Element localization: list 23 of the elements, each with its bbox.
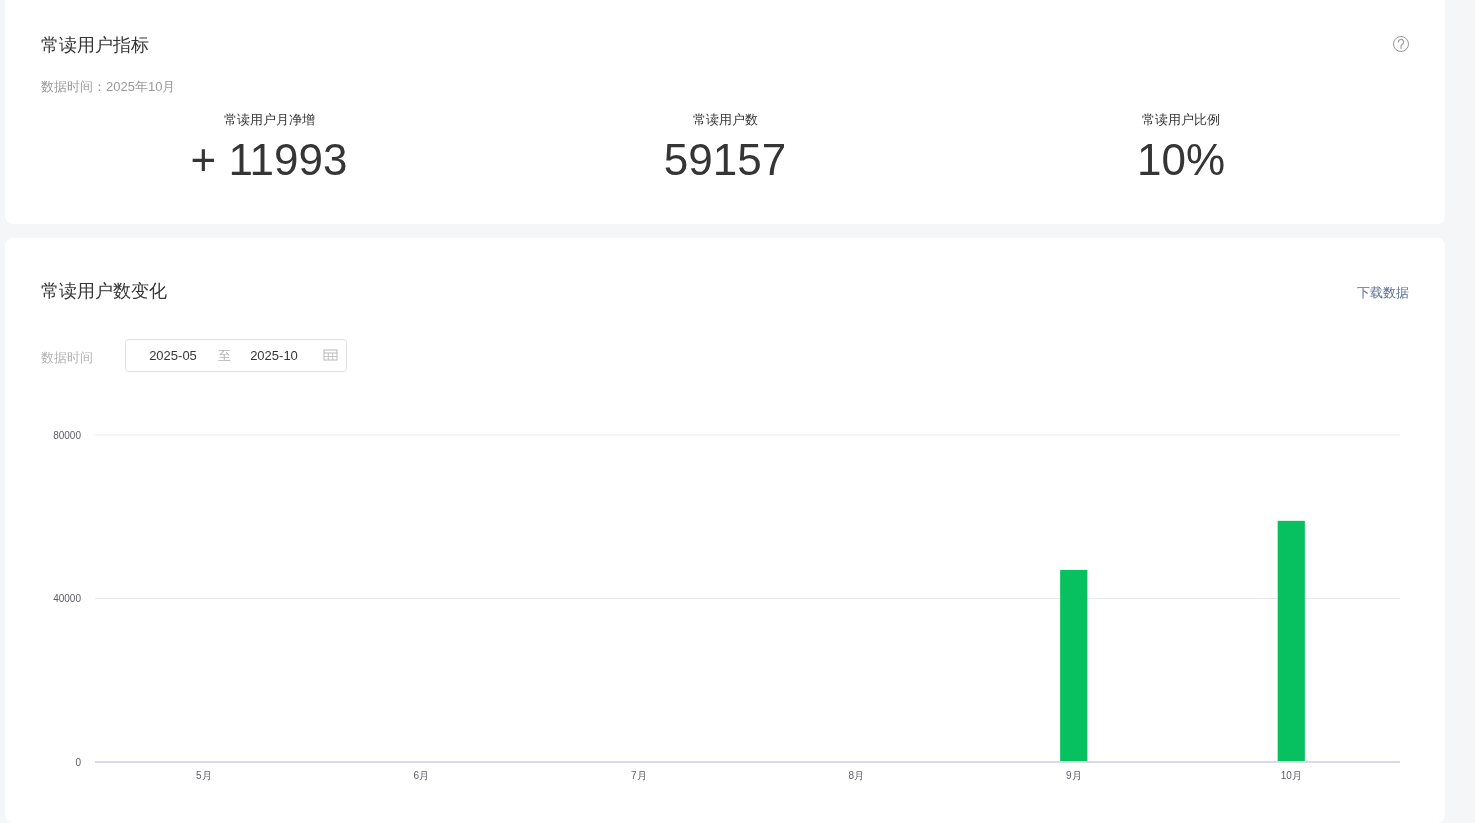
kpi-label: 常读用户数: [692, 112, 758, 127]
title: 常读用户指标: [41, 35, 149, 55]
ytick: 40000: [53, 593, 81, 604]
subtitle: 数据时间：2025年10月: [41, 79, 176, 94]
download-link: 下载数据: [1357, 285, 1409, 300]
kpi-label: 常读用户比例: [1142, 112, 1220, 127]
kpi-value: + 11993: [190, 135, 348, 184]
ytick: 80000: [53, 429, 81, 441]
kpi-value: 59157: [663, 135, 787, 184]
range-end: 2025-10: [250, 348, 298, 363]
kpi-label: 常读用户月净增: [223, 112, 315, 127]
range-sep: 至: [217, 348, 231, 363]
xtick: 10月: [1280, 770, 1302, 781]
xtick: 9月: [1065, 770, 1082, 781]
xtick: 8月: [848, 770, 865, 781]
xtick: 5月: [195, 770, 212, 781]
title: 常读用户数变化: [41, 281, 167, 301]
field-label: 数据时间: [41, 350, 93, 365]
range-start: 2025-05: [149, 348, 197, 363]
xtick: 6月: [413, 770, 430, 781]
ytick: 0: [75, 756, 81, 768]
kpi-value: 10%: [1136, 135, 1226, 184]
xtick: 7月: [630, 770, 647, 781]
